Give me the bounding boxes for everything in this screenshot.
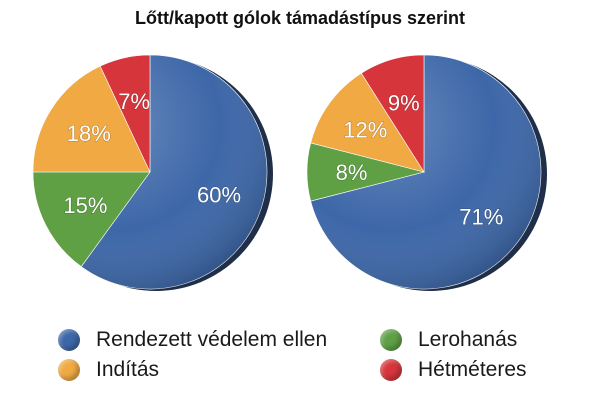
slice-inditas [32, 65, 151, 173]
legend-item-lerohanas: Lerohanás [380, 326, 580, 354]
legend-label: Hétméteres [418, 358, 527, 381]
legend-swatch [380, 329, 402, 351]
slice-hetmeteres [99, 54, 151, 173]
legend-item-inditas: Indítás [58, 356, 380, 384]
slice-label: 8% [336, 160, 368, 185]
legend-swatch [58, 329, 80, 351]
slice-lerohanas [32, 171, 151, 268]
pie-chart-left: 60% 15% 18% 7% [32, 54, 273, 291]
legend-label: Lerohanás [418, 328, 518, 351]
legend: Rendezett védelem ellen Lerohanás Indítá… [58, 326, 578, 384]
slice-label: 9% [388, 90, 420, 115]
slice-inditas [310, 72, 425, 173]
chart-title: Lőtt/kapott gólok támadástípus szerint [134, 8, 466, 28]
legend-swatch [380, 359, 402, 381]
slice-label: 15% [63, 193, 107, 218]
pie-chart-right: 71% 8% 12%9% [306, 54, 547, 291]
legend-item-hetmeteres: Hétméteres [380, 356, 580, 384]
slice-label: 18% [67, 121, 111, 146]
slice-hetmeteres [360, 54, 425, 174]
slice-label: 60% [197, 182, 241, 207]
slice-label: 71% [459, 205, 503, 230]
legend-swatch [58, 359, 80, 381]
slice-label: 7% [118, 89, 150, 114]
legend-label: Indítás [96, 358, 160, 381]
legend-label: Rendezett védelem ellen [96, 328, 328, 351]
slice-label: 12% [343, 117, 387, 142]
legend-item-rendezett: Rendezett védelem ellen [58, 326, 380, 354]
